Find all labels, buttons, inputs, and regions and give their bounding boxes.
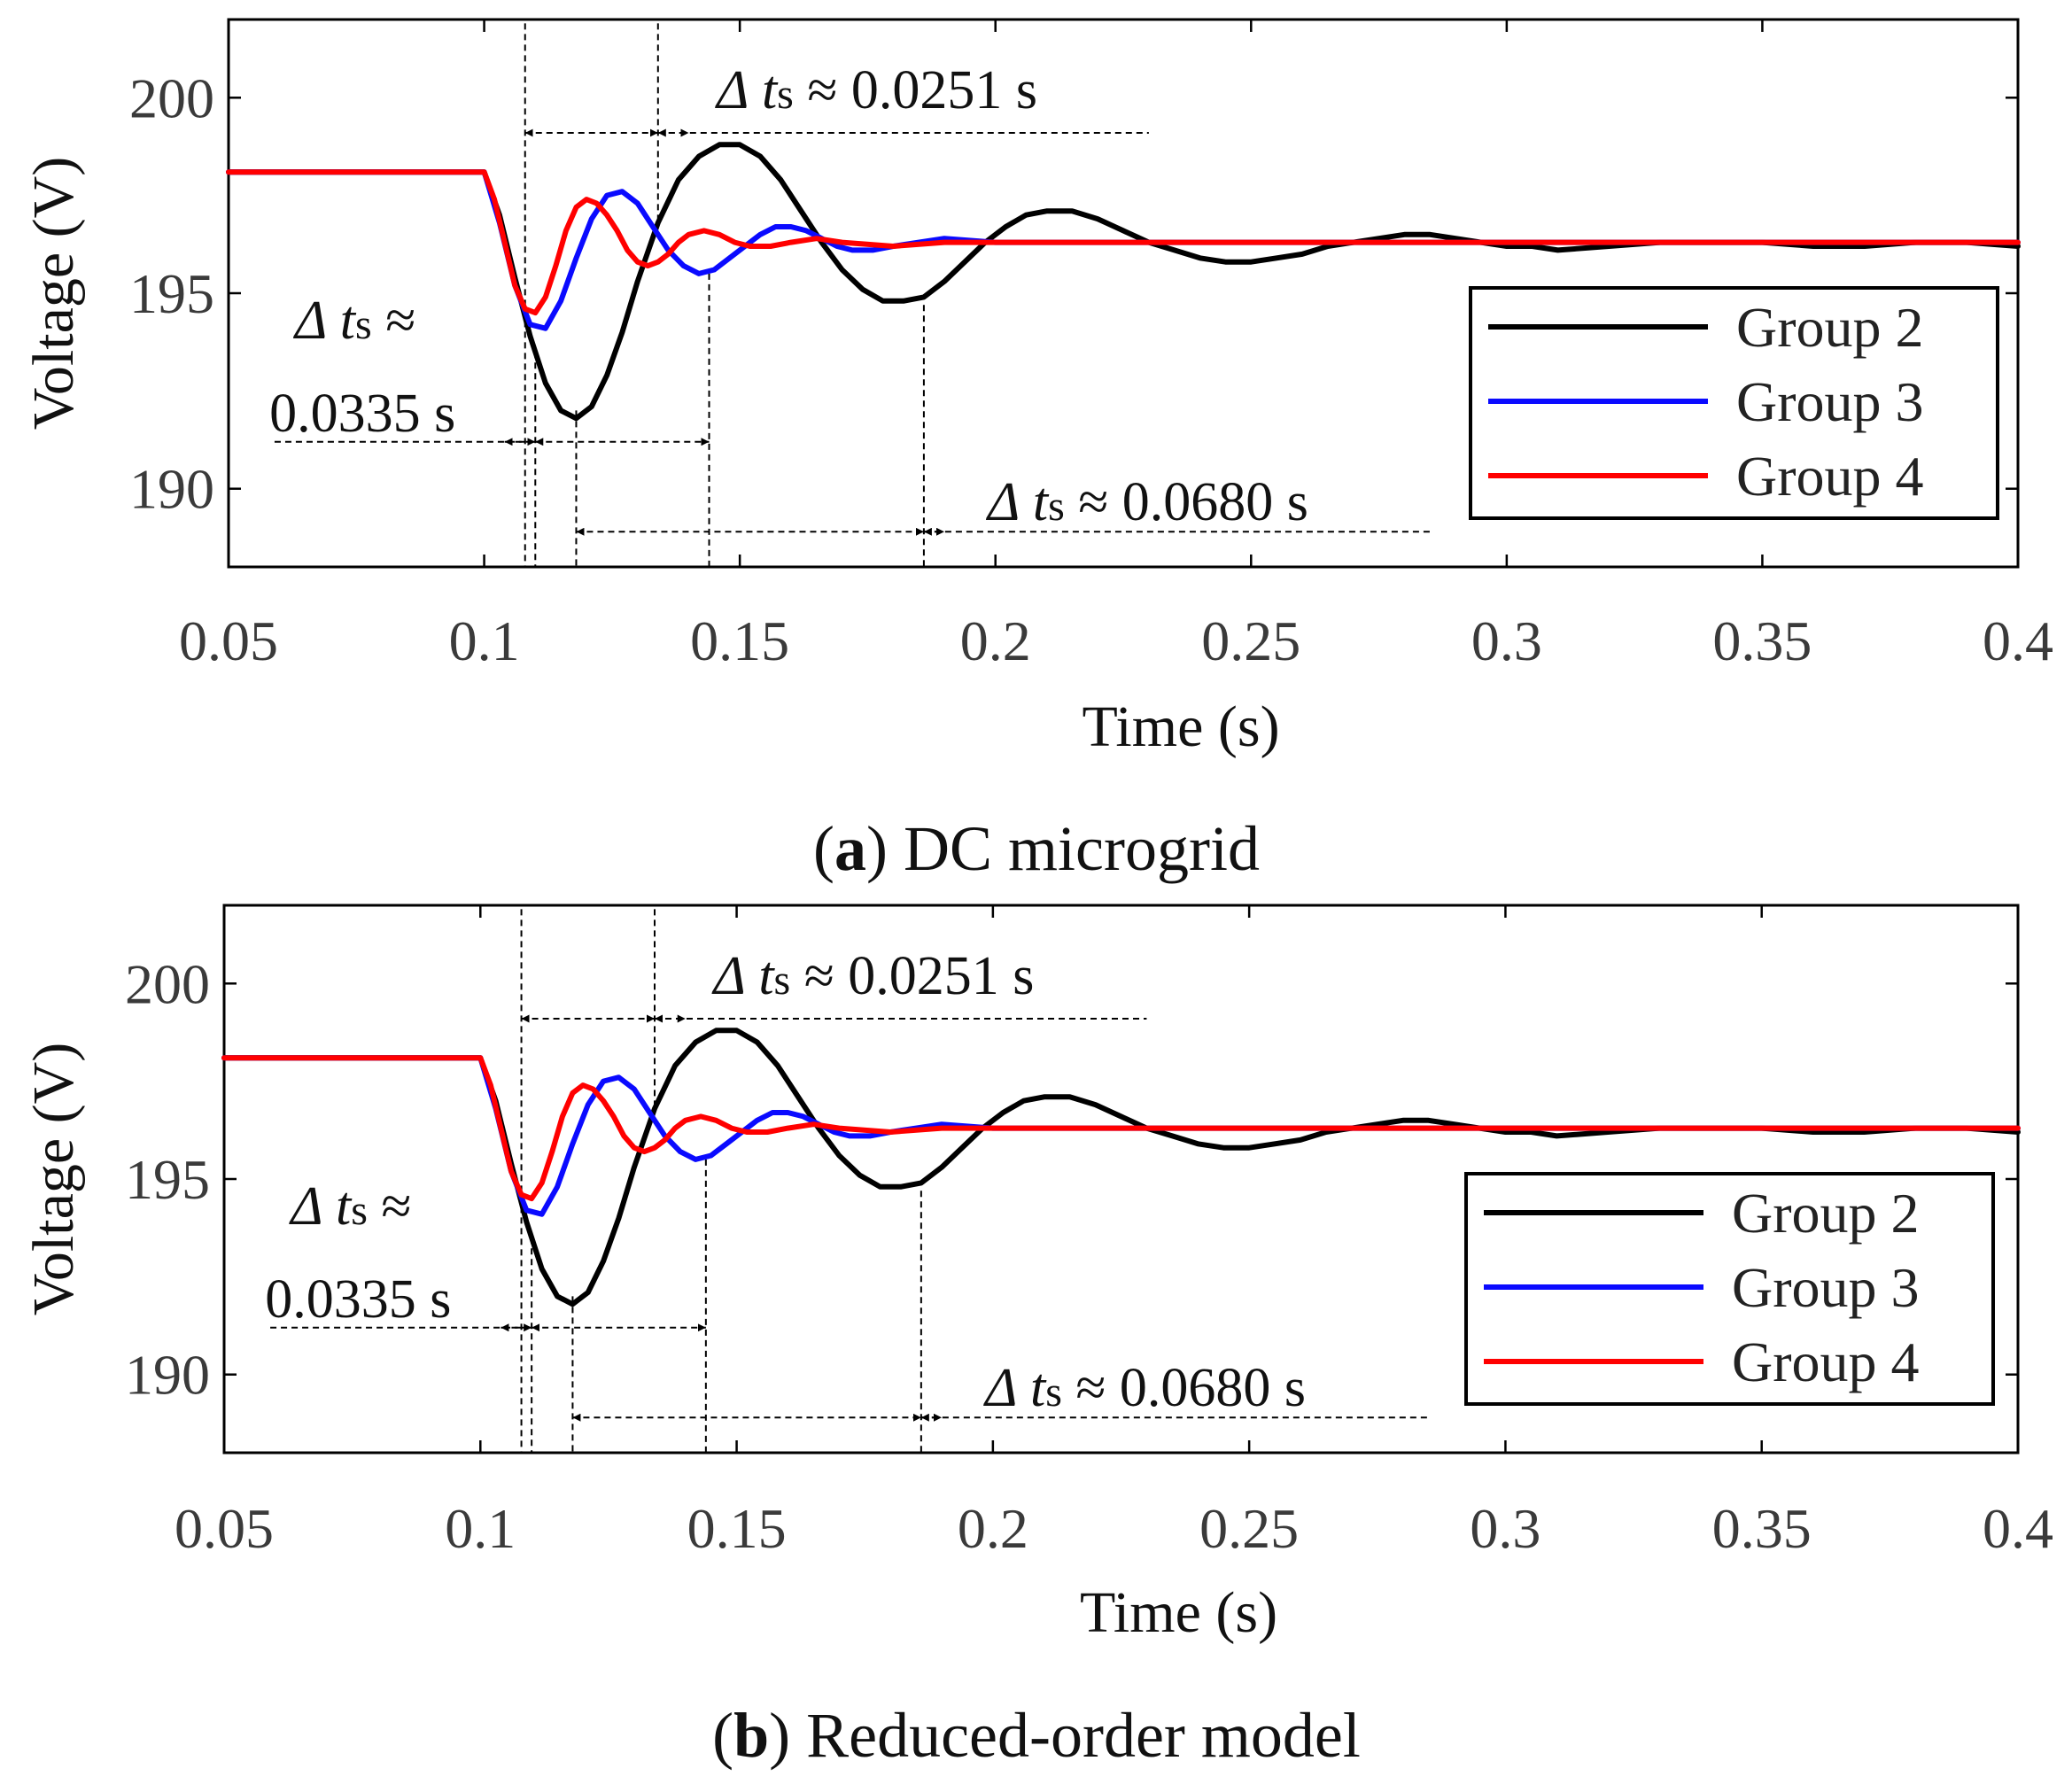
legend-label: Group 2: [1736, 296, 1924, 359]
annotation-delta-ts-2-value: 0.0335 s: [265, 1269, 451, 1330]
x-tick-label: 0.4: [1983, 1497, 2053, 1560]
panel-caption: (b) Reduced-order model: [712, 1700, 1361, 1771]
y-tick-label: 190: [129, 458, 214, 521]
legend-label: Group 2: [1732, 1182, 1920, 1245]
panel-caption: (a) DC microgrid: [813, 813, 1260, 884]
legend-label: Group 4: [1736, 445, 1924, 508]
legend-label: Group 4: [1732, 1330, 1920, 1393]
series-line-group-4: [226, 169, 2021, 316]
x-tick-label: 0.35: [1712, 609, 1812, 672]
x-tick-label: 0.25: [1199, 1497, 1299, 1560]
y-tick-label: 200: [125, 952, 210, 1015]
series-group: [221, 1028, 2021, 1307]
annotation-delta-ts-3: Δ ts ≈ 0.0680 s: [985, 472, 1308, 532]
annotation-delta-ts-2: Δ ts ≈: [292, 291, 415, 351]
legend-label: Group 3: [1736, 370, 1924, 433]
series-line-group-4: [221, 1055, 2021, 1202]
x-axis-label: Time (s): [1082, 694, 1279, 759]
x-tick-label: 0.3: [1471, 609, 1542, 672]
x-tick-label: 0.25: [1201, 609, 1300, 672]
legend: Group 2 Group 3 Group 4: [1464, 1172, 1995, 1406]
x-tick-label: 0.15: [687, 1497, 787, 1560]
y-tick-label: 195: [125, 1148, 210, 1211]
x-tick-label: 0.1: [449, 609, 520, 672]
x-tick-label: 0.2: [960, 609, 1031, 672]
annotation-delta-ts-2: Δ ts ≈: [288, 1176, 411, 1237]
chart-panel-b: 0.05 0.1 0.15 0.2 0.25 0.3 0.35 0.4 190 195 200 Tim…: [21, 904, 2053, 1771]
x-tick-label: 0.1: [445, 1497, 516, 1560]
x-tick-label: 0.3: [1470, 1497, 1540, 1560]
annotation-delta-ts-1: Δ ts ≈ 0.0251 s: [714, 60, 1037, 120]
x-tick-label: 0.4: [1983, 609, 2053, 672]
x-tick-label: 0.15: [690, 609, 789, 672]
annotation-delta-ts-2-value: 0.0335 s: [269, 384, 455, 444]
annotation-delta-ts-3: Δ ts ≈ 0.0680 s: [982, 1358, 1306, 1418]
y-axis-label: Voltage (V): [21, 157, 86, 431]
legend-label: Group 3: [1732, 1256, 1920, 1319]
series-line-group-2: [226, 142, 2021, 422]
y-tick-label: 190: [125, 1344, 210, 1407]
x-tick-label: 0.05: [179, 609, 278, 672]
x-tick-label: 0.05: [175, 1497, 274, 1560]
x-tick-label: 0.35: [1712, 1497, 1812, 1560]
annotation-delta-ts-1: Δ ts ≈ 0.0251 s: [711, 946, 1035, 1006]
series-line-group-2: [221, 1028, 2021, 1307]
chart-panel-a: 0.05 0.1 0.15 0.2 0.25 0.3 0.35 0.4 190 195 200 Tim…: [21, 18, 2053, 884]
y-tick-label: 200: [129, 66, 214, 129]
y-axis-label: Voltage (V): [21, 1043, 86, 1316]
x-axis-label: Time (s): [1080, 1580, 1277, 1645]
x-tick-label: 0.2: [958, 1497, 1028, 1560]
y-tick-label: 195: [129, 262, 214, 325]
series-group: [226, 142, 2021, 422]
legend: Group 2 Group 3 Group 4: [1469, 286, 1999, 520]
